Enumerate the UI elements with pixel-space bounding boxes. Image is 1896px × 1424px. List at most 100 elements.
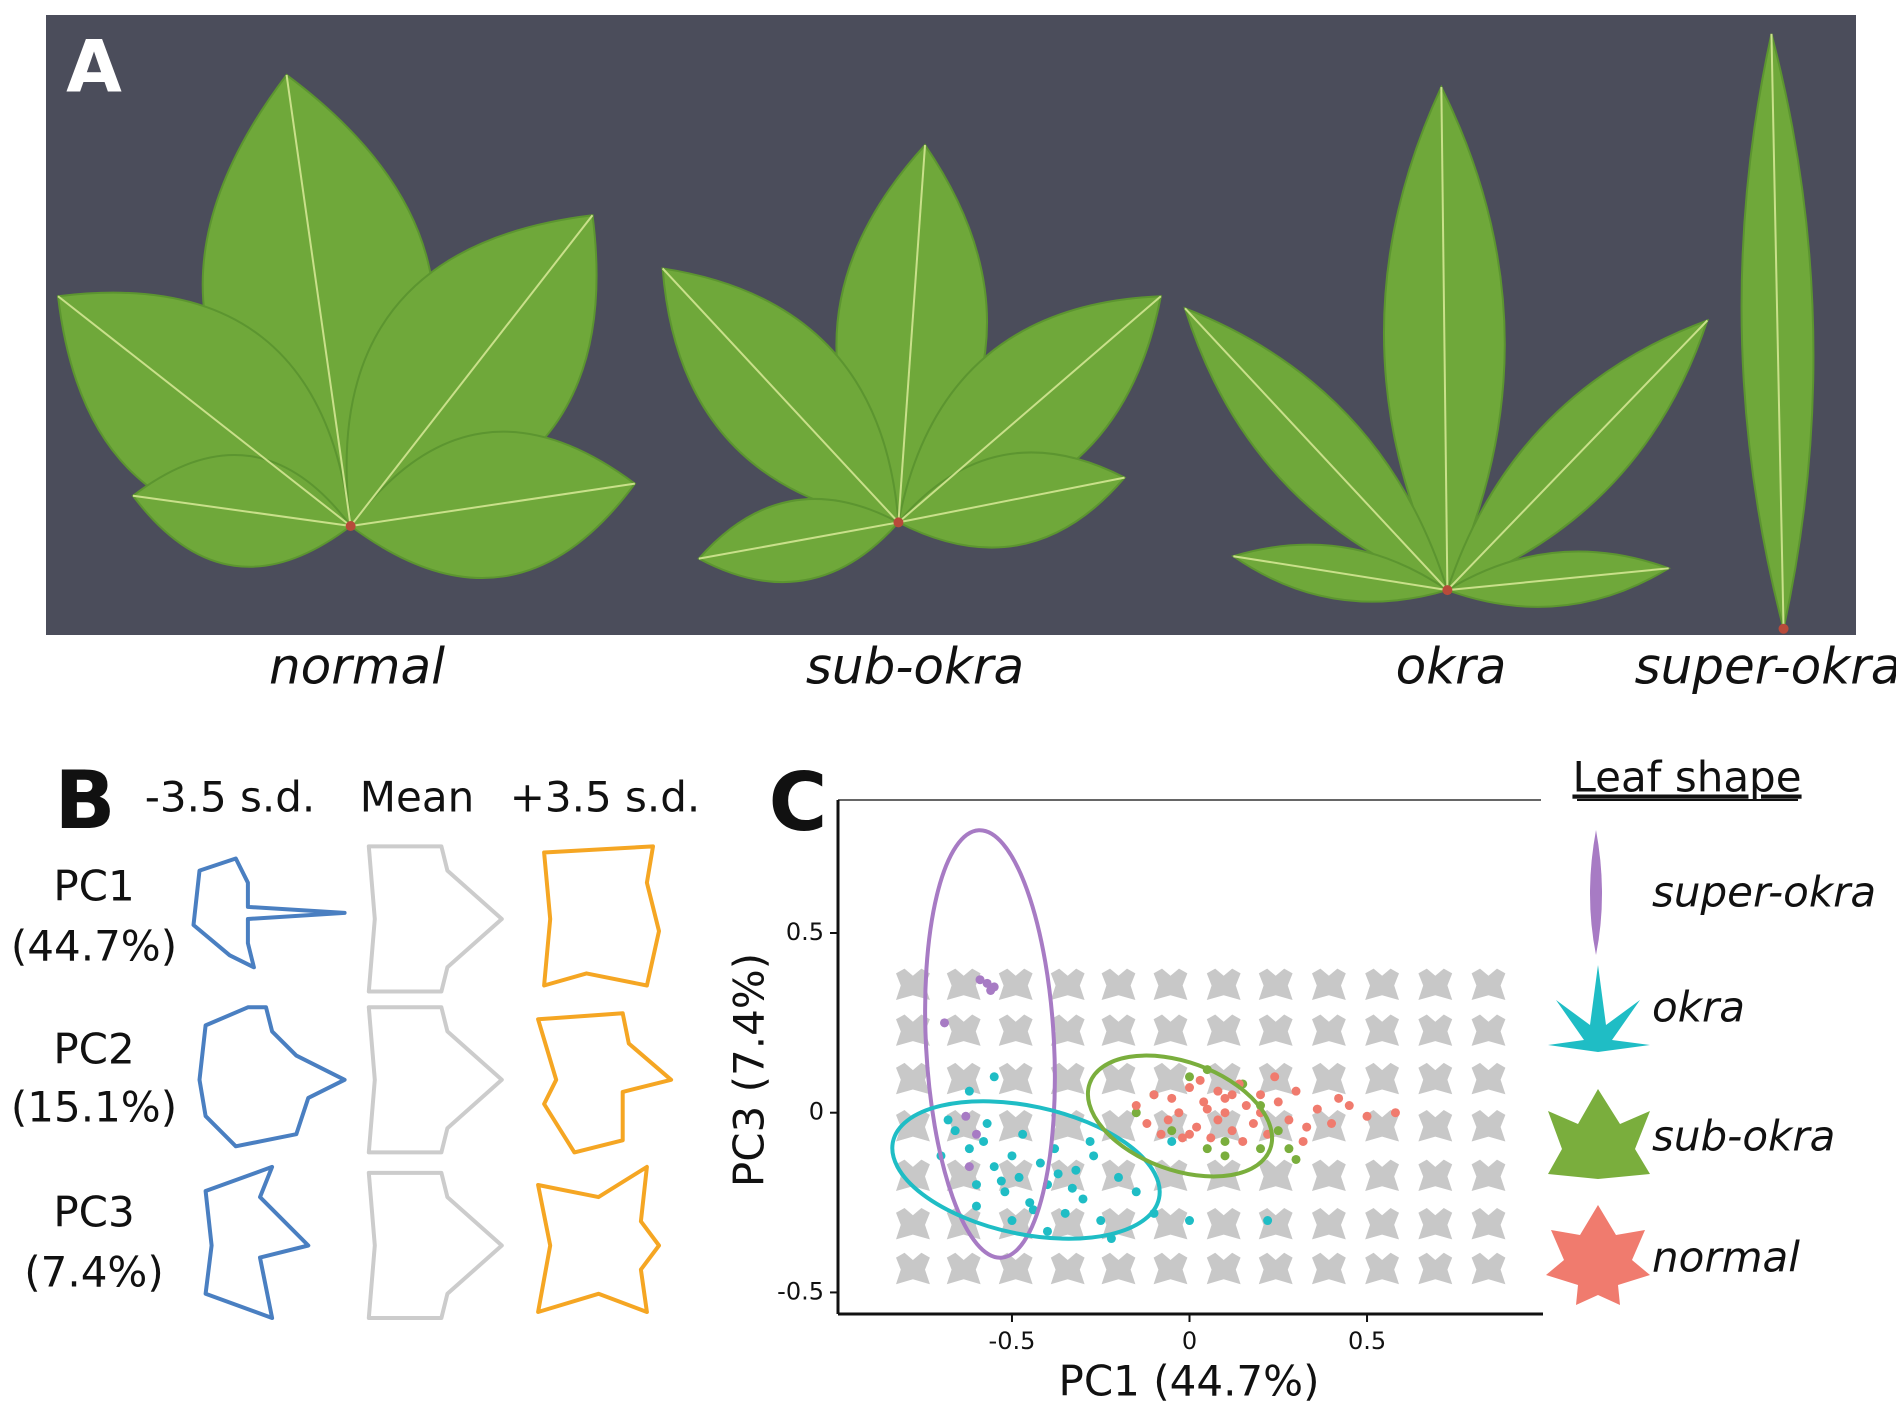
data-point	[1025, 1198, 1035, 1208]
morphospace-shape	[1418, 1208, 1453, 1240]
shape-outline	[197, 1005, 347, 1149]
y-axis-label: PC3 (7.4%)	[725, 953, 774, 1187]
morphospace-shape	[1101, 1014, 1136, 1046]
data-point	[1174, 1108, 1184, 1118]
legend-label: sub-okra	[1652, 1112, 1835, 1161]
morphospace-shape	[1312, 968, 1346, 1000]
morphospace-shape	[1418, 1110, 1453, 1142]
data-point	[1202, 1104, 1212, 1114]
data-point	[979, 1136, 989, 1146]
morphospace-shape	[946, 968, 981, 1000]
data-point	[1185, 1129, 1194, 1139]
data-point	[1042, 1226, 1052, 1236]
leaf-petiole	[893, 517, 904, 528]
legend-icon	[1548, 965, 1650, 1052]
leaf-vein	[1233, 555, 1448, 592]
morphospace-shape	[896, 1014, 930, 1046]
data-point	[1167, 1126, 1177, 1136]
morphospace-shape	[1312, 1014, 1346, 1046]
data-point	[1185, 1072, 1194, 1082]
leaf-vein	[132, 494, 351, 527]
morphospace-shape	[1101, 1062, 1136, 1095]
morphospace-shape	[1471, 1014, 1506, 1046]
leaf-vein	[1770, 33, 1785, 629]
data-point	[1131, 1187, 1141, 1197]
data-point	[1248, 1118, 1258, 1128]
morphospace-shape	[1050, 968, 1085, 1000]
data-point	[964, 1144, 974, 1154]
data-point	[1298, 1136, 1308, 1146]
morphospace-shape	[998, 1252, 1033, 1285]
data-point	[1035, 1158, 1045, 1168]
x-tick-label: 0	[1182, 1327, 1197, 1355]
morphospace-shape	[1258, 968, 1293, 1000]
data-point	[1149, 1090, 1159, 1100]
morphospace-shape	[1365, 1014, 1399, 1046]
data-point	[1227, 1090, 1237, 1100]
data-point	[1220, 1136, 1230, 1146]
morphospace-shape	[1471, 1252, 1506, 1285]
confidence-ellipse	[923, 828, 1057, 1260]
morphospace-shape	[1365, 968, 1399, 1000]
leaf-photos	[56, 33, 1815, 634]
leaf-petiole	[345, 520, 356, 531]
morphospace-shape	[1206, 1208, 1241, 1240]
leaf-label: sub-okra	[806, 638, 1024, 696]
data-point	[1220, 1093, 1230, 1103]
data-point	[1220, 1151, 1230, 1161]
shape-outline	[542, 844, 661, 988]
data-point	[971, 1180, 981, 1190]
legend-icon	[1590, 830, 1602, 955]
data-point	[943, 1115, 953, 1125]
x-tick-label: -0.5	[989, 1327, 1036, 1355]
legend-label: super-okra	[1652, 868, 1876, 917]
data-point	[1390, 1108, 1400, 1118]
data-point	[1007, 1216, 1017, 1226]
y-tick-label: 0.5	[786, 918, 824, 946]
morphospace-shape	[1312, 1208, 1346, 1240]
data-point	[1167, 1136, 1177, 1146]
morphospace-shape	[1050, 1062, 1085, 1095]
data-point	[982, 978, 992, 988]
data-point	[1344, 1101, 1354, 1111]
data-point	[1284, 1115, 1294, 1125]
data-point	[964, 1086, 974, 1096]
morphospace-shape	[1206, 968, 1241, 1000]
data-point	[1263, 1216, 1273, 1226]
shape-outline	[536, 1164, 661, 1314]
leaf-vein	[57, 295, 352, 527]
morphospace-shape	[1258, 1208, 1293, 1240]
data-point	[1060, 1208, 1070, 1218]
shape-outline	[191, 856, 347, 970]
leaf-vein	[897, 295, 1162, 524]
morphospace-shape	[896, 1159, 930, 1191]
legend: super-okra okra sub-okra normal	[1546, 830, 1876, 1305]
data-point	[971, 1201, 981, 1211]
data-point	[1291, 1086, 1301, 1096]
data-point	[1078, 1194, 1088, 1204]
shape-outlines	[191, 844, 674, 1320]
morphospace-shape	[1471, 968, 1506, 1000]
morphospace-shape	[1153, 1062, 1188, 1095]
morphospace-shape	[946, 1062, 981, 1095]
leaf-label: normal	[269, 638, 445, 696]
morphospace-shape	[896, 1062, 930, 1095]
pc-variance: (7.4%)	[24, 1248, 163, 1297]
pc-variance: (44.7%)	[11, 922, 177, 971]
leaf-vein	[1447, 567, 1669, 592]
data-point	[1085, 1136, 1095, 1146]
leaf-label: super-okra	[1635, 638, 1896, 696]
panel-label: C	[769, 756, 828, 849]
x-tick-label: 0.5	[1348, 1327, 1386, 1355]
shape-outline	[366, 1005, 504, 1155]
data-point	[961, 1111, 971, 1121]
data-point	[1199, 1097, 1209, 1107]
leaf-petiole	[1778, 623, 1789, 634]
morphospace-shape	[1206, 1252, 1241, 1285]
data-point	[1291, 1154, 1301, 1164]
morphospace-shape	[998, 1014, 1033, 1046]
leaf-vein	[698, 521, 899, 560]
data-point	[1256, 1144, 1266, 1154]
